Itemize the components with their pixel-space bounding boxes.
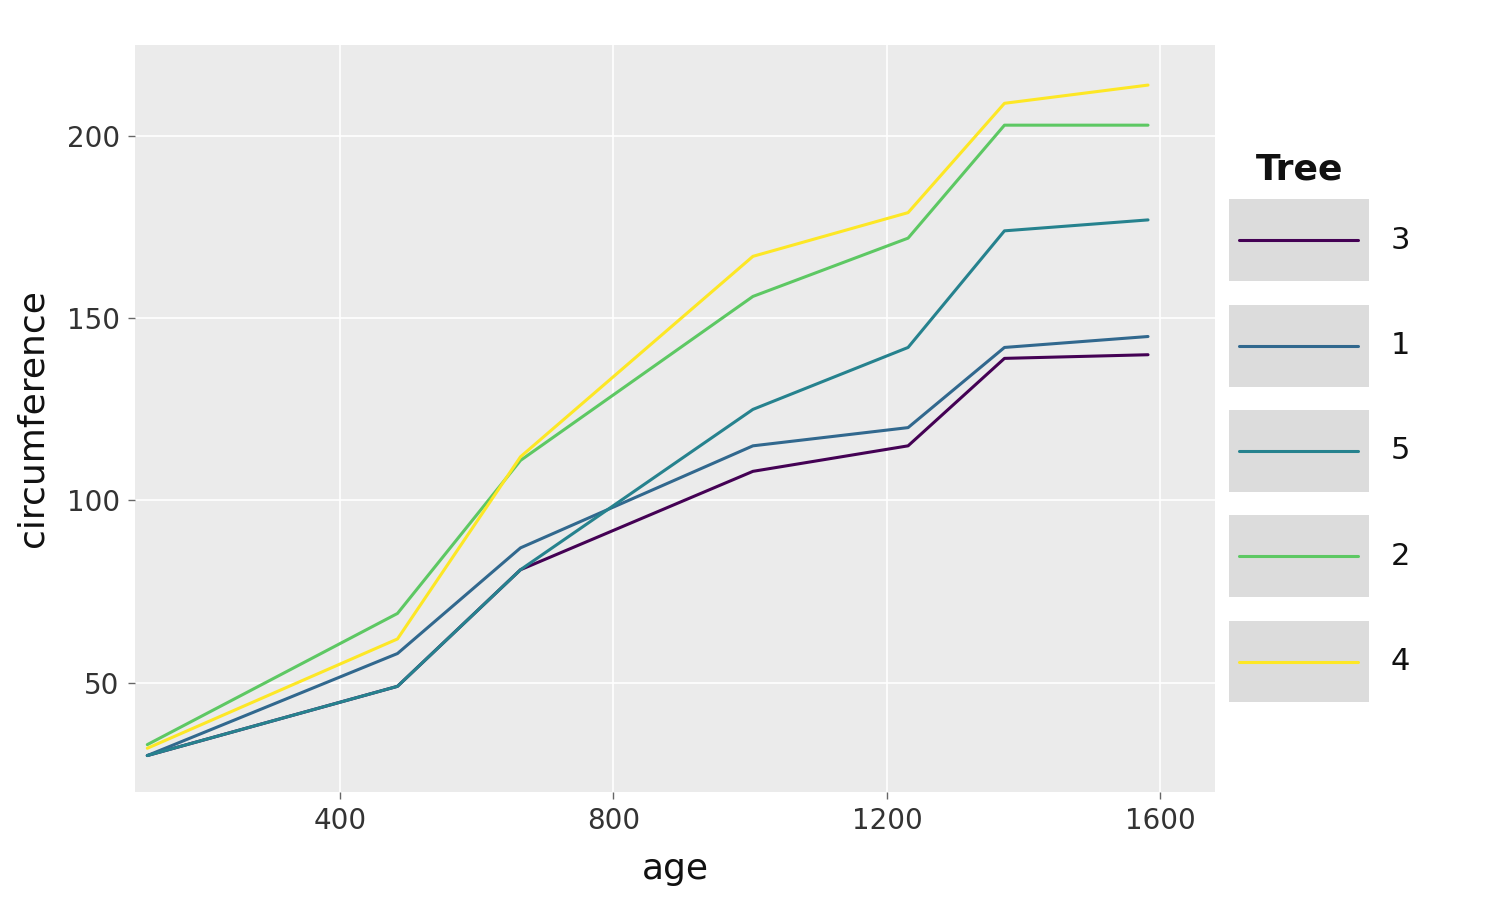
3: [898, 440, 916, 451]
FancyBboxPatch shape: [1228, 621, 1370, 702]
1: [512, 543, 530, 553]
2: [898, 233, 916, 244]
3: [512, 564, 530, 575]
1: [996, 342, 1014, 353]
Text: 2: 2: [1390, 542, 1410, 571]
2: [744, 291, 762, 302]
Text: 3: 3: [1390, 226, 1410, 255]
4: [388, 634, 406, 644]
3: [744, 466, 762, 477]
FancyBboxPatch shape: [1228, 199, 1370, 281]
3: [1138, 349, 1156, 360]
Line: 1: 1: [147, 337, 1148, 756]
3: [996, 353, 1014, 364]
4: [1138, 80, 1156, 91]
1: [1138, 331, 1156, 342]
4: [996, 98, 1014, 109]
Text: 1: 1: [1390, 331, 1410, 360]
Y-axis label: circumference: circumference: [16, 290, 50, 547]
4: [138, 742, 156, 753]
2: [388, 608, 406, 619]
5: [138, 751, 156, 761]
Line: 4: 4: [147, 86, 1148, 748]
5: [996, 225, 1014, 236]
Line: 5: 5: [147, 220, 1148, 756]
5: [388, 681, 406, 692]
4: [512, 452, 530, 463]
5: [1138, 214, 1156, 225]
2: [996, 120, 1014, 130]
2: [512, 455, 530, 466]
Line: 3: 3: [147, 355, 1148, 756]
Text: Tree: Tree: [1256, 152, 1342, 186]
4: [744, 251, 762, 262]
1: [388, 648, 406, 659]
Line: 2: 2: [147, 125, 1148, 744]
X-axis label: age: age: [642, 852, 708, 886]
FancyBboxPatch shape: [1228, 515, 1370, 598]
2: [138, 739, 156, 750]
1: [898, 422, 916, 433]
1: [744, 440, 762, 451]
Text: 4: 4: [1390, 647, 1410, 676]
FancyBboxPatch shape: [1228, 410, 1370, 491]
2: [1138, 120, 1156, 130]
Text: 5: 5: [1390, 436, 1410, 465]
1: [138, 751, 156, 761]
3: [138, 751, 156, 761]
3: [388, 681, 406, 692]
FancyBboxPatch shape: [1228, 304, 1370, 387]
5: [512, 564, 530, 575]
5: [744, 404, 762, 415]
5: [898, 342, 916, 353]
4: [898, 207, 916, 218]
